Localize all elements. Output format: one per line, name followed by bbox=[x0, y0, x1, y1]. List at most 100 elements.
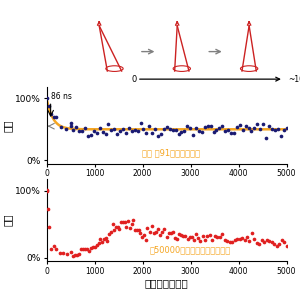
Point bbox=[282, 240, 286, 244]
Point bbox=[183, 233, 188, 238]
Point bbox=[46, 104, 51, 109]
Text: 0: 0 bbox=[132, 75, 137, 84]
Point bbox=[208, 124, 213, 128]
Point bbox=[237, 237, 242, 242]
Point bbox=[284, 126, 289, 130]
Point bbox=[222, 237, 227, 242]
Point bbox=[86, 249, 91, 254]
Point bbox=[138, 121, 143, 125]
Point bbox=[170, 230, 175, 235]
Point bbox=[129, 129, 134, 134]
Point bbox=[141, 232, 146, 237]
Point bbox=[68, 124, 73, 128]
Point bbox=[138, 230, 143, 235]
Point bbox=[46, 207, 50, 212]
Point bbox=[90, 244, 95, 249]
Point bbox=[173, 128, 178, 133]
Point bbox=[63, 126, 68, 131]
Point bbox=[84, 246, 89, 251]
Point bbox=[243, 124, 248, 128]
Point bbox=[179, 233, 184, 238]
Point bbox=[98, 237, 103, 242]
Point bbox=[101, 237, 106, 242]
Point bbox=[264, 237, 269, 242]
Point bbox=[147, 124, 152, 129]
Point bbox=[140, 235, 145, 240]
Point bbox=[154, 230, 158, 234]
Point bbox=[164, 235, 169, 240]
Point bbox=[144, 130, 149, 135]
Point bbox=[189, 235, 194, 239]
Point bbox=[141, 127, 146, 132]
Point bbox=[135, 129, 140, 134]
Point bbox=[194, 126, 198, 130]
Point bbox=[170, 127, 175, 132]
Point bbox=[58, 251, 62, 256]
Point bbox=[208, 232, 212, 237]
Point bbox=[116, 224, 120, 229]
Point bbox=[158, 233, 163, 238]
Point bbox=[92, 245, 97, 250]
Point bbox=[136, 227, 141, 232]
Point bbox=[85, 134, 90, 138]
Point bbox=[237, 122, 242, 127]
Point bbox=[254, 241, 259, 246]
Point bbox=[128, 226, 132, 231]
Point bbox=[160, 229, 165, 234]
Point bbox=[220, 124, 225, 128]
Point bbox=[129, 221, 134, 226]
Point bbox=[48, 111, 53, 116]
Point bbox=[257, 242, 262, 247]
Point bbox=[115, 132, 120, 136]
Point bbox=[124, 224, 129, 229]
Point bbox=[272, 128, 277, 133]
Point bbox=[198, 238, 203, 243]
Point bbox=[68, 249, 73, 254]
Point bbox=[112, 127, 117, 131]
Point bbox=[68, 121, 73, 126]
Point bbox=[175, 236, 179, 241]
Point bbox=[77, 128, 82, 133]
Point bbox=[223, 128, 228, 133]
Point bbox=[80, 246, 85, 251]
Point bbox=[94, 130, 99, 135]
Point bbox=[267, 124, 272, 129]
Point bbox=[44, 96, 49, 100]
Point bbox=[44, 188, 49, 193]
Point bbox=[51, 115, 56, 120]
Point bbox=[252, 237, 257, 242]
Y-axis label: 確率: 確率 bbox=[2, 119, 12, 131]
Point bbox=[249, 129, 254, 134]
Point bbox=[227, 239, 232, 244]
Point bbox=[240, 127, 245, 132]
Point bbox=[200, 129, 204, 134]
Point bbox=[246, 126, 251, 130]
Point bbox=[212, 233, 217, 238]
Point bbox=[51, 243, 56, 248]
Point bbox=[103, 236, 108, 240]
Point bbox=[191, 133, 196, 138]
Point bbox=[191, 238, 196, 243]
Point bbox=[187, 235, 192, 239]
Point bbox=[210, 238, 215, 243]
Point bbox=[168, 231, 173, 236]
Point bbox=[220, 231, 225, 236]
Point bbox=[100, 239, 104, 244]
Point bbox=[172, 236, 177, 241]
Point bbox=[131, 218, 136, 223]
Point bbox=[217, 126, 222, 130]
Point bbox=[185, 237, 190, 242]
Point bbox=[133, 227, 137, 232]
Point bbox=[279, 238, 284, 243]
Point bbox=[159, 131, 164, 136]
Point bbox=[122, 220, 127, 224]
Point bbox=[185, 123, 190, 128]
Point bbox=[117, 226, 122, 231]
Point bbox=[49, 247, 54, 252]
Point bbox=[214, 128, 219, 133]
Point bbox=[194, 231, 198, 236]
Point bbox=[83, 126, 88, 131]
Point bbox=[92, 129, 96, 134]
Point bbox=[240, 236, 244, 240]
Point bbox=[176, 132, 181, 137]
